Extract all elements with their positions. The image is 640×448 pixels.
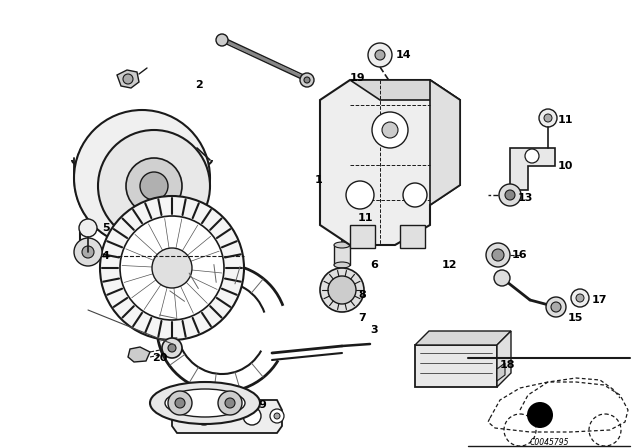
Circle shape bbox=[100, 196, 244, 340]
Polygon shape bbox=[350, 225, 375, 248]
Text: 20: 20 bbox=[152, 353, 168, 363]
Text: 19: 19 bbox=[350, 73, 365, 83]
Circle shape bbox=[527, 402, 553, 428]
Ellipse shape bbox=[150, 382, 260, 424]
Circle shape bbox=[546, 297, 566, 317]
Circle shape bbox=[494, 270, 510, 286]
Circle shape bbox=[126, 158, 182, 214]
Text: 18: 18 bbox=[500, 360, 515, 370]
Circle shape bbox=[243, 407, 261, 425]
Circle shape bbox=[218, 391, 242, 415]
Polygon shape bbox=[172, 400, 282, 433]
Text: 12: 12 bbox=[442, 260, 458, 270]
Polygon shape bbox=[400, 225, 425, 248]
Polygon shape bbox=[117, 70, 139, 88]
Text: 5: 5 bbox=[102, 223, 109, 233]
Text: 10: 10 bbox=[558, 161, 573, 171]
Ellipse shape bbox=[334, 262, 350, 268]
Polygon shape bbox=[510, 148, 555, 190]
Circle shape bbox=[375, 50, 385, 60]
Polygon shape bbox=[350, 80, 460, 100]
Text: 14: 14 bbox=[396, 50, 412, 60]
Circle shape bbox=[162, 338, 182, 358]
Circle shape bbox=[152, 248, 192, 288]
Polygon shape bbox=[415, 345, 497, 387]
Polygon shape bbox=[334, 245, 350, 265]
Text: 2: 2 bbox=[195, 80, 203, 90]
Circle shape bbox=[346, 181, 374, 209]
Text: 17: 17 bbox=[592, 295, 607, 305]
Circle shape bbox=[216, 34, 228, 46]
Text: 8: 8 bbox=[358, 290, 365, 300]
Ellipse shape bbox=[334, 242, 350, 248]
Circle shape bbox=[168, 391, 192, 415]
Text: 3: 3 bbox=[370, 325, 378, 335]
Text: 13: 13 bbox=[518, 193, 533, 203]
Circle shape bbox=[175, 398, 185, 408]
Circle shape bbox=[320, 268, 364, 312]
Circle shape bbox=[225, 398, 235, 408]
Circle shape bbox=[368, 43, 392, 67]
Circle shape bbox=[571, 289, 589, 307]
Ellipse shape bbox=[165, 389, 245, 417]
Text: 7: 7 bbox=[358, 313, 365, 323]
Text: C0045795: C0045795 bbox=[529, 438, 569, 447]
Polygon shape bbox=[430, 80, 460, 205]
Circle shape bbox=[338, 216, 346, 224]
Polygon shape bbox=[320, 80, 460, 245]
Circle shape bbox=[334, 212, 350, 228]
Circle shape bbox=[544, 114, 552, 122]
Circle shape bbox=[539, 109, 557, 127]
Circle shape bbox=[98, 130, 210, 242]
Circle shape bbox=[120, 216, 224, 320]
Text: 15: 15 bbox=[568, 313, 584, 323]
Text: 16: 16 bbox=[512, 250, 527, 260]
Circle shape bbox=[74, 238, 102, 266]
Text: 6: 6 bbox=[370, 260, 378, 270]
Text: 4: 4 bbox=[102, 251, 110, 261]
Circle shape bbox=[492, 249, 504, 261]
Polygon shape bbox=[128, 347, 150, 362]
Text: 9: 9 bbox=[258, 400, 266, 410]
Circle shape bbox=[576, 294, 584, 302]
Circle shape bbox=[499, 184, 521, 206]
Circle shape bbox=[274, 413, 280, 419]
Polygon shape bbox=[497, 331, 511, 387]
Circle shape bbox=[525, 149, 539, 163]
Circle shape bbox=[486, 243, 510, 267]
Circle shape bbox=[403, 183, 427, 207]
Circle shape bbox=[372, 112, 408, 148]
Circle shape bbox=[195, 407, 213, 425]
Polygon shape bbox=[497, 363, 505, 381]
Circle shape bbox=[270, 409, 284, 423]
Circle shape bbox=[382, 122, 398, 138]
Text: 11: 11 bbox=[558, 115, 573, 125]
Circle shape bbox=[551, 302, 561, 312]
Circle shape bbox=[505, 190, 515, 200]
Circle shape bbox=[328, 276, 356, 304]
Polygon shape bbox=[415, 331, 511, 345]
Circle shape bbox=[82, 246, 94, 258]
Circle shape bbox=[140, 172, 168, 200]
Circle shape bbox=[300, 73, 314, 87]
Text: 11: 11 bbox=[358, 213, 374, 223]
Circle shape bbox=[168, 344, 176, 352]
Circle shape bbox=[123, 74, 133, 84]
Circle shape bbox=[79, 219, 97, 237]
Circle shape bbox=[74, 110, 210, 246]
Circle shape bbox=[304, 77, 310, 83]
Text: 1: 1 bbox=[315, 175, 323, 185]
